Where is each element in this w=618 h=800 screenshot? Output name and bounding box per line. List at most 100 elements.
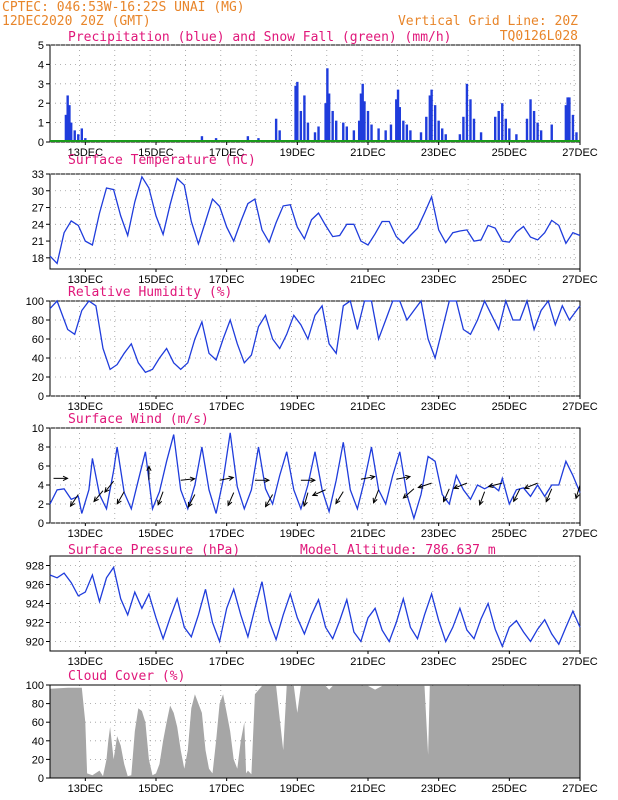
wind-arrow-head xyxy=(487,482,494,489)
x-tick-label: 19DEC xyxy=(280,783,316,795)
wind-arrow xyxy=(373,489,380,503)
x-tick-label: 17DEC xyxy=(209,656,245,668)
wind-arrow-head xyxy=(545,496,551,503)
x-tick-label: 15DEC xyxy=(138,147,174,159)
wind-arrow xyxy=(312,489,326,496)
precip-bar xyxy=(472,118,476,142)
precip-bar xyxy=(566,97,569,142)
wind-arrow-head xyxy=(187,501,193,508)
wind-arrow xyxy=(93,490,104,502)
wind-arrow xyxy=(488,482,503,487)
wind-arrow-head xyxy=(372,497,378,504)
precip-bar xyxy=(444,134,447,142)
x-tick-label: 23DEC xyxy=(421,274,457,286)
x-tick-label: 23DEC xyxy=(421,147,457,159)
precip-bar xyxy=(389,124,393,142)
precip-bar xyxy=(357,120,361,142)
y-tick-label: 926 xyxy=(26,580,44,592)
x-tick-label: 15DEC xyxy=(138,274,174,286)
precip-bar xyxy=(501,103,504,142)
precip-bar xyxy=(430,89,433,142)
precip-bar xyxy=(64,114,68,142)
precip-bar xyxy=(306,122,310,142)
precip-bar xyxy=(571,114,575,142)
x-tick-label: 17DEC xyxy=(209,401,245,413)
x-tick-label: 15DEC xyxy=(138,783,174,795)
y-tick-label: 27 xyxy=(32,203,44,215)
precip-bar xyxy=(536,122,539,142)
precip-bar xyxy=(398,107,401,142)
precip-bar xyxy=(363,101,366,142)
wind-arrow xyxy=(104,480,114,493)
precip-bar xyxy=(299,110,303,142)
wind-arrow-head xyxy=(116,498,122,505)
precip-bar xyxy=(497,110,500,142)
wind-arrow xyxy=(524,482,538,489)
x-tick-label: 25DEC xyxy=(492,401,528,413)
wind-arrow xyxy=(453,482,468,489)
humidity-title: Relative Humidity (%) xyxy=(68,285,232,300)
wind-arrow-head xyxy=(93,496,99,503)
y-tick-label: 920 xyxy=(26,637,44,649)
x-tick-label: 25DEC xyxy=(492,656,528,668)
wind-arrow xyxy=(227,492,235,506)
x-tick-label: 21DEC xyxy=(350,274,386,286)
precip-bar xyxy=(539,130,543,142)
precip-bar xyxy=(428,95,432,142)
x-tick-label: 21DEC xyxy=(350,656,386,668)
precip-bar xyxy=(66,95,69,142)
precip-bar xyxy=(508,128,511,142)
x-tick-label: 27DEC xyxy=(562,783,598,795)
y-tick-label: 8 xyxy=(38,442,44,454)
precip-bar xyxy=(200,136,204,142)
precip-bar xyxy=(494,116,497,142)
x-tick-label: 13DEC xyxy=(68,274,104,286)
y-tick-label: 3 xyxy=(38,79,44,91)
y-tick-label: 10 xyxy=(32,423,44,435)
precip-bar xyxy=(70,122,73,142)
wind-arrow-head xyxy=(310,477,317,483)
precip-bar xyxy=(303,95,306,142)
cloud-title: Cloud Cover (%) xyxy=(68,669,185,684)
precip-bar xyxy=(73,130,76,142)
y-tick-label: 928 xyxy=(26,561,44,573)
header-date: 12DEC2020 20Z (GMT) xyxy=(2,14,151,29)
precip-bar xyxy=(361,83,364,142)
x-tick-label: 21DEC xyxy=(350,147,386,159)
y-tick-label: 33 xyxy=(32,169,44,181)
wind-arrow xyxy=(360,476,375,480)
precip-bar xyxy=(462,116,465,142)
x-tick-label: 19DEC xyxy=(280,274,316,286)
precip-bar xyxy=(294,85,297,142)
y-tick-label: 6 xyxy=(38,461,44,473)
wind-arrow-head xyxy=(478,499,484,506)
wind-arrow-head xyxy=(104,487,110,494)
x-tick-label: 21DEC xyxy=(350,401,386,413)
precip-bar xyxy=(274,118,278,142)
panel-0: 0 1 2 3 4 5 13DEC 15DEC 17DEC 19DEC 21DEC 23DEC 25DE… xyxy=(38,40,598,159)
x-tick-label: 15DEC xyxy=(138,656,174,668)
precip-bar xyxy=(352,130,356,142)
y-tick-label: 80 xyxy=(32,699,44,711)
series-line xyxy=(49,432,581,521)
y-tick-label: 40 xyxy=(32,353,44,365)
wind-arrow-head xyxy=(227,500,233,507)
precip-bar xyxy=(377,128,380,142)
precip-title: Precipitation (blue) and Snow Fall (gree… xyxy=(68,30,452,45)
panel-4: 920 922 924 926 928 13DEC 15DEC 17DEC 19DEC 21DEC… xyxy=(26,555,598,668)
y-tick-label: 2 xyxy=(38,98,44,110)
x-tick-label: 27DEC xyxy=(562,656,598,668)
wind-arrow-head xyxy=(442,496,448,503)
precip-bar xyxy=(327,93,331,142)
wind-arrow xyxy=(70,494,79,507)
wind-arrow xyxy=(443,488,450,502)
x-tick-label: 25DEC xyxy=(492,783,528,795)
series-line xyxy=(49,565,581,649)
y-tick-label: 60 xyxy=(32,334,44,346)
wind-arrow-head xyxy=(157,499,163,506)
precip-bar xyxy=(68,105,71,142)
wind-arrow xyxy=(265,494,274,507)
wind-arrow xyxy=(396,476,411,480)
wind-arrow-head xyxy=(405,474,412,480)
